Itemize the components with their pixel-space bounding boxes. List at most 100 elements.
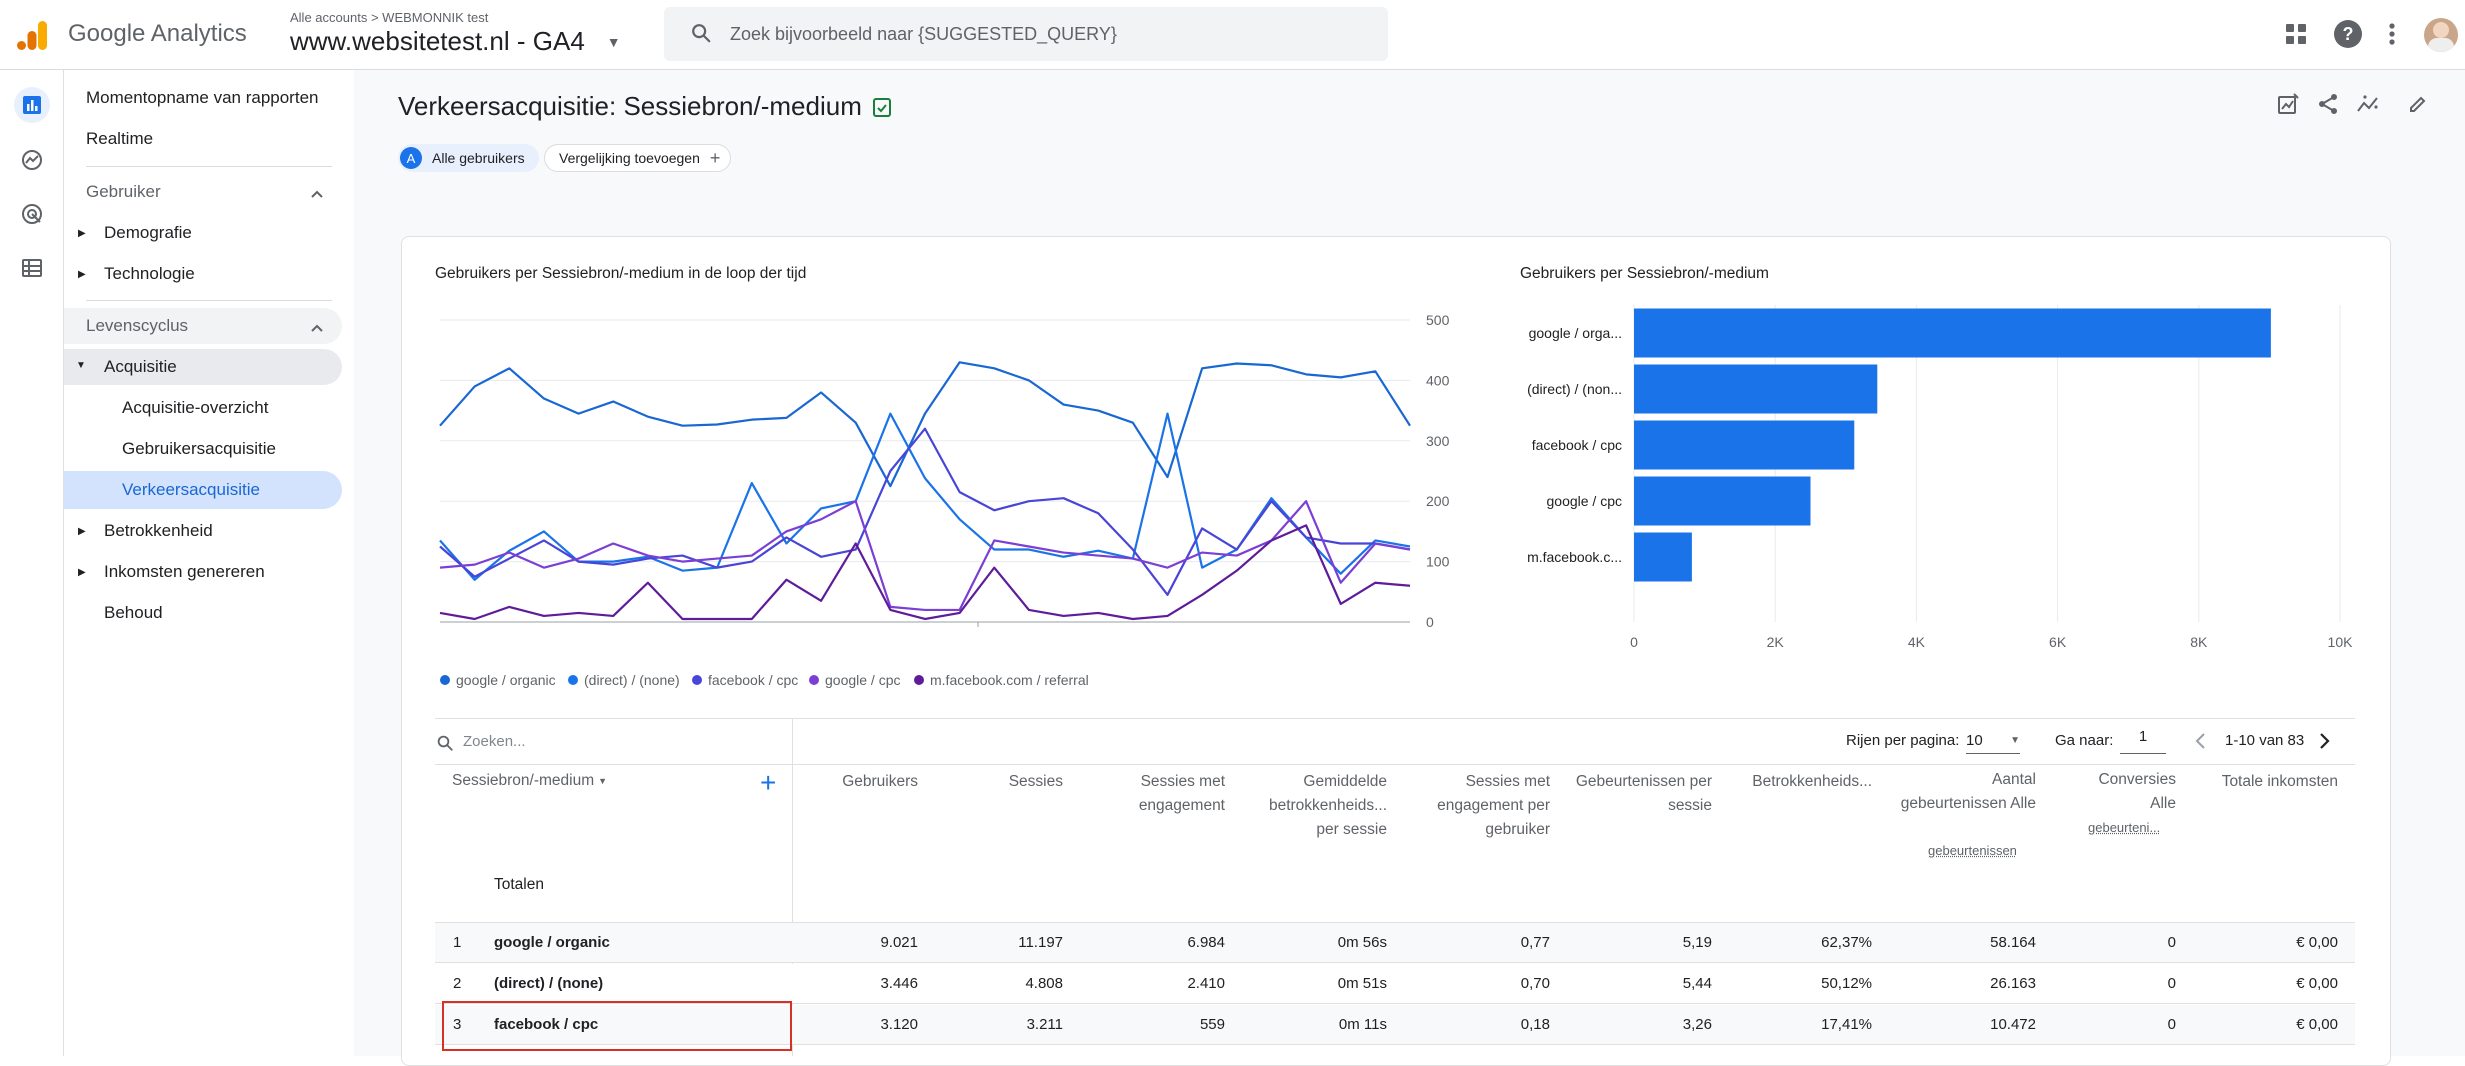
row-index: 3 [453,1016,462,1033]
col-header-revenue[interactable]: Totale inkomsten [2221,773,2338,790]
nav-technologie[interactable]: Technologie [104,264,195,283]
reports-icon[interactable] [14,87,50,123]
chevron-up-icon[interactable] [310,320,324,332]
nav-demografie[interactable]: Demografie [104,223,192,242]
search-icon [690,22,714,46]
divider [86,166,332,167]
rows-per-page-select[interactable]: 10 ▼ [1966,728,2020,754]
caret-down-icon: ▼ [2010,735,2020,746]
segment-chip[interactable]: A Alle gebruikers [398,144,539,172]
avatar[interactable] [2424,18,2458,52]
cell-eps: 5,44 [1682,975,1712,992]
nav-user-acquisition[interactable]: Gebruikersacquisitie [122,439,277,458]
breadcrumb-separator: > [370,10,379,25]
legend-facebook-cpc[interactable]: facebook / cpc [692,672,798,688]
goto-page-input[interactable]: 1 [2120,728,2166,754]
add-dimension-button[interactable]: + [760,767,777,798]
nav-section-lifecycle[interactable]: Levenscyclus [86,316,189,335]
verified-check-icon[interactable] [872,96,892,118]
cell-rate: 50,12% [1821,975,1872,992]
caret-right-icon[interactable]: ▶ [78,526,86,537]
caret-right-icon[interactable]: ▶ [78,269,86,280]
add-comparison-button[interactable]: Vergelijking toevoegen + [544,144,732,172]
next-page-icon[interactable] [2318,731,2332,751]
nav-snapshot[interactable]: Momentopname van rapporten [86,88,319,107]
nav-acquisitie[interactable]: Acquisitie [104,357,177,376]
table-search-input[interactable]: Zoeken... [463,733,526,750]
table-row[interactable] [435,1005,2355,1045]
y-tick-label: 400 [1426,372,1450,388]
nav-section-user[interactable]: Gebruiker [86,182,161,201]
col-header-users[interactable]: Gebruikers [842,773,918,790]
row-dimension-value: google / organic [494,934,610,951]
acquisition-row-bg [64,349,342,385]
x-tick-label: 8K [2190,634,2208,650]
table-row[interactable] [435,923,2355,963]
page-title: Verkeersacquisitie: Sessiebron/-medium [398,91,892,122]
y-tick-label: 300 [1426,433,1450,449]
x-tick-label: 0 [1630,634,1638,650]
nav-monetization[interactable]: Inkomsten genereren [104,562,265,581]
cell-eng: 6.984 [1187,934,1225,951]
table-row[interactable] [435,964,2355,1004]
x-tick-label: 2K [1767,634,1785,650]
configure-icon[interactable] [14,250,50,286]
apps-grid-icon[interactable] [2284,22,2310,48]
dimension-selector[interactable]: Sessiebron/-medium ▼ [452,772,607,790]
search-bar[interactable]: Zoek bijvoorbeeld naar {SUGGESTED_QUERY} [664,7,1388,61]
help-icon[interactable]: ? [2334,20,2362,48]
cell-rate: 17,41% [1821,1016,1872,1033]
col-header-engagement-rate[interactable]: Betrokkenheids... [1752,773,1872,790]
col-header-sessions[interactable]: Sessies [1008,773,1063,790]
col-header-avg-engagement-time[interactable]: Gemiddelde betrokkenheids... per sessie [1268,773,1387,838]
cell-rev: € 0,00 [2296,934,2338,951]
table-search-divider [792,718,793,1056]
customize-report-icon[interactable] [2270,86,2306,122]
col-header-events-per-session[interactable]: Gebeurtenissen per sessie [1575,773,1712,814]
breadcrumb-account[interactable]: WEBMONNIK test [382,10,489,25]
conversions-filter[interactable]: gebeurteni... [2088,820,2161,835]
search-input[interactable]: Zoek bijvoorbeeld naar {SUGGESTED_QUERY} [730,23,1117,44]
ga-logo-icon [14,17,50,53]
col-header-conversions[interactable]: Conversies Alle [2098,771,2176,812]
nav-betrokkenheid[interactable]: Betrokkenheid [104,521,213,540]
more-vert-icon[interactable] [2388,20,2396,48]
breadcrumb-all-accounts[interactable]: Alle accounts [290,10,368,25]
prev-page-icon[interactable] [2193,731,2207,751]
legend-direct-none[interactable]: (direct) / (none) [568,672,680,688]
caret-right-icon[interactable]: ▶ [78,567,86,578]
event-count-filter[interactable]: gebeurtenissen [1928,843,2017,858]
bar [1634,532,1692,582]
row-index: 1 [453,934,462,951]
edit-pencil-icon[interactable] [2400,86,2436,122]
cell-users: 3.446 [880,975,918,992]
col-header-event-count[interactable]: Aantal gebeurtenissen Alle [1900,771,2036,812]
cell-rev: € 0,00 [2296,975,2338,992]
nav-realtime[interactable]: Realtime [86,129,154,148]
table-top-divider [435,718,2355,719]
breadcrumb[interactable]: Alle accounts > WEBMONNIK test [290,10,488,25]
brand-name[interactable]: Google Analytics [68,20,247,47]
nav-traffic-acquisition[interactable]: Verkeersacquisitie [122,480,260,499]
property-selector[interactable]: www.websitetest.nl - GA4 ▼ [290,26,621,57]
chevron-up-icon[interactable] [310,186,324,198]
explore-icon[interactable] [14,142,50,178]
series-line-m-facebook-com-referral [439,524,1411,621]
legend-m-facebook-referral[interactable]: m.facebook.com / referral [914,672,1089,688]
y-tick-label: 0 [1426,614,1434,630]
legend-google-cpc[interactable]: google / cpc [809,672,901,688]
col-header-engaged-per-user[interactable]: Sessies met engagement per gebruiker [1437,773,1550,838]
caret-down-icon: ▼ [606,33,621,50]
row-dimension-value: (direct) / (none) [494,975,604,992]
y-tick-label: 100 [1426,554,1450,570]
legend-dot [692,675,702,685]
share-icon[interactable] [2310,86,2346,122]
insights-icon[interactable] [2350,86,2386,122]
col-header-engaged-sessions[interactable]: Sessies met engagement [1138,773,1225,814]
nav-retention[interactable]: Behoud [104,603,163,622]
advertising-icon[interactable] [14,196,50,232]
legend-google-organic[interactable]: google / organic [440,672,556,688]
caret-right-icon[interactable]: ▶ [78,228,86,239]
caret-down-icon[interactable]: ▼ [76,360,86,371]
nav-acquisition-overview[interactable]: Acquisitie-overzicht [122,398,269,417]
